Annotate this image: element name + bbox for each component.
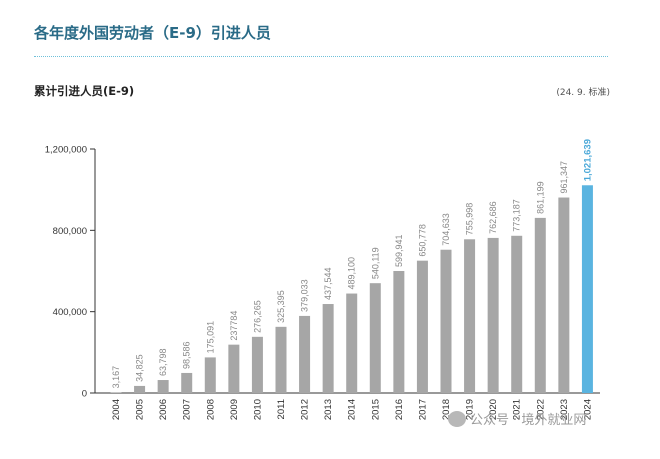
bar: [487, 237, 499, 393]
title-divider: [34, 56, 608, 57]
bar: [204, 357, 216, 393]
watermark-text: 公众号 · 境外就业网: [470, 413, 587, 428]
data-label: 762,686: [488, 201, 498, 234]
x-tick-label: 2011: [276, 399, 287, 419]
data-label: 704,633: [441, 213, 451, 246]
y-tick-label: 1,200,000: [45, 145, 87, 156]
bar: [228, 344, 240, 393]
bar: [275, 326, 287, 393]
x-tick-label: 2004: [111, 399, 122, 420]
data-label: 861,199: [535, 181, 545, 214]
x-tick-label: 2013: [323, 399, 334, 420]
data-label: 540,119: [370, 247, 380, 279]
x-tick-label: 2022: [535, 399, 546, 420]
x-tick-label: 2015: [370, 399, 381, 420]
data-label: 961,347: [559, 161, 569, 194]
chart-note: (24. 9. 标准): [556, 88, 610, 98]
x-tick-label: 2005: [135, 399, 146, 420]
data-label: 437,544: [323, 267, 333, 300]
y-tick-label: 800,000: [53, 226, 87, 237]
x-tick-label: 2018: [441, 399, 452, 420]
data-label: 773,187: [512, 199, 522, 232]
data-label: 3,167: [111, 366, 121, 389]
x-tick-label: 2012: [300, 399, 311, 420]
data-label: 599,941: [394, 234, 404, 267]
bar: [440, 249, 452, 393]
data-label: 63,798: [158, 348, 168, 376]
data-label: 755,998: [465, 203, 475, 236]
bar: [558, 197, 570, 393]
x-tick-label: 2008: [205, 399, 216, 420]
bar: [581, 185, 593, 393]
data-label: 650,778: [417, 224, 427, 257]
chart-title: 累计引进人员(E-9): [34, 84, 135, 98]
bar: [251, 336, 263, 393]
data-label: 379,033: [300, 279, 310, 312]
bar: [416, 260, 428, 393]
watermark: 公众号 · 境外就业网: [448, 409, 586, 428]
data-label: 34,825: [135, 354, 145, 382]
bar: [322, 304, 334, 393]
x-tick-label: 2017: [417, 399, 428, 420]
bar: [181, 372, 193, 393]
data-label: 237784: [229, 311, 239, 341]
bar: [393, 271, 405, 393]
bar: [299, 315, 311, 393]
bar: [464, 239, 476, 393]
bar: [369, 283, 381, 393]
bar: [534, 217, 546, 393]
x-tick-label: 2019: [465, 399, 476, 420]
x-tick-label: 2023: [559, 399, 570, 420]
x-tick-label: 2010: [252, 399, 263, 420]
y-tick-label: 400,000: [53, 307, 87, 318]
x-tick-label: 2007: [182, 399, 193, 420]
data-label: 276,265: [252, 300, 262, 333]
bar: [346, 293, 358, 393]
x-tick-label: 2021: [512, 399, 523, 420]
x-tick-label: 2020: [488, 399, 499, 420]
bar: [110, 392, 122, 393]
bar: [134, 385, 146, 393]
data-label: 175,091: [205, 321, 215, 354]
bar: [511, 235, 523, 393]
data-label: 98,586: [182, 341, 192, 369]
x-tick-label: 2009: [229, 399, 240, 420]
x-tick-label: 2016: [394, 399, 405, 420]
data-label: 489,100: [347, 257, 357, 290]
page-title: 各年度外国劳动者（E-9）引进人员: [34, 24, 271, 42]
x-tick-label: 2024: [582, 399, 593, 420]
data-label: 1,021,639: [582, 139, 593, 181]
wechat-icon: [448, 410, 466, 427]
data-label: 325,395: [276, 290, 286, 323]
bar: [157, 380, 169, 393]
y-tick-label: 0: [82, 389, 87, 400]
x-tick-label: 2014: [347, 399, 358, 420]
x-tick-label: 2006: [158, 399, 169, 420]
